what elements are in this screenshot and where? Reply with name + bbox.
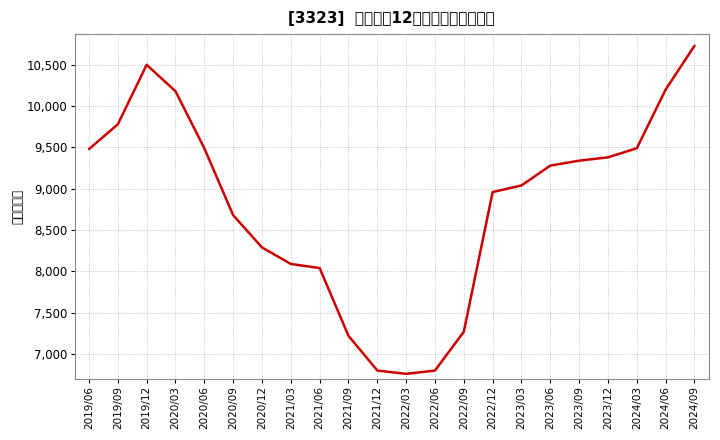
- Y-axis label: （百万円）: （百万円）: [11, 189, 24, 224]
- Title: [3323]  売上高の12か月移動合計の推移: [3323] 売上高の12か月移動合計の推移: [289, 11, 495, 26]
